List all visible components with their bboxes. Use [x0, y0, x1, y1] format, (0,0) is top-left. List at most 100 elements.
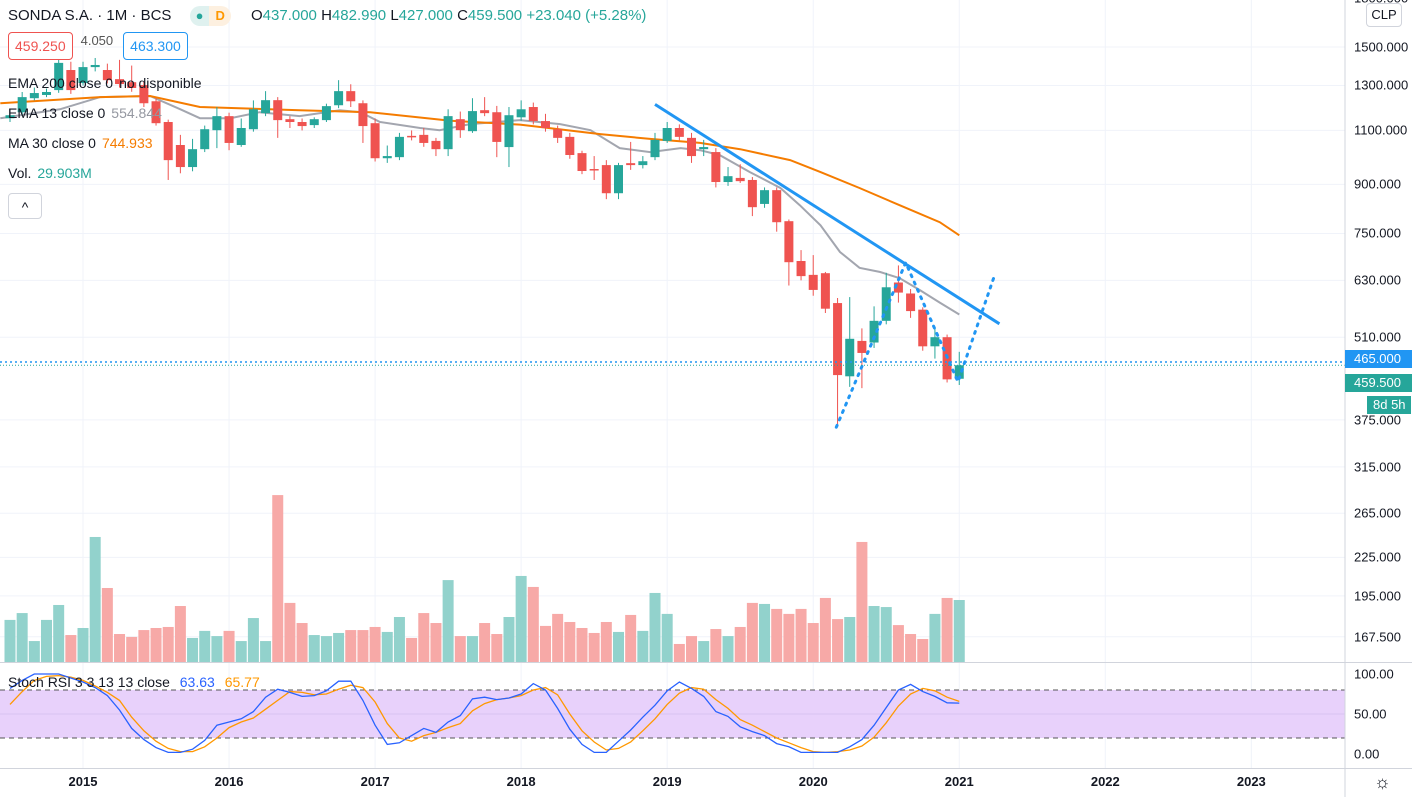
dotted-pattern-line: [834, 258, 997, 429]
volume-bar: [856, 541, 868, 662]
volume-bar: [515, 575, 527, 662]
candle-down: [102, 70, 112, 81]
volume-bar: [393, 617, 405, 662]
candle-down: [407, 135, 417, 138]
volume-bar: [661, 613, 673, 662]
indicator-label: EMA 200 close 0: [8, 75, 114, 91]
candle-up: [29, 93, 39, 99]
candle-down: [297, 122, 307, 127]
stoch-rsi-legend[interactable]: Stoch RSI 3 3 13 13 close 63.63 65.77: [8, 674, 260, 690]
volume-bar: [381, 631, 393, 662]
candle-up: [954, 365, 964, 379]
volume-bar: [357, 630, 369, 662]
volume-bar: [174, 606, 186, 662]
candle-down: [735, 177, 745, 182]
volume-bar: [868, 606, 880, 662]
price-axis-label: 195.000: [1354, 588, 1401, 604]
market-open-dot-icon: ●: [189, 6, 210, 26]
time-axis-label: 2022: [1090, 774, 1120, 789]
candle-up: [760, 190, 770, 204]
volume-bar: [625, 614, 637, 662]
volume-bar: [637, 630, 649, 662]
candle-down: [139, 85, 149, 104]
delayed-data-badge: D: [209, 6, 231, 26]
interval[interactable]: 1M: [106, 6, 128, 24]
candle-up: [614, 165, 623, 194]
candle-down: [565, 136, 575, 155]
candle-up: [334, 91, 344, 106]
volume-bar: [247, 618, 259, 662]
drawings[interactable]: [0, 103, 1345, 429]
price-axis-label: 225.000: [1354, 549, 1401, 565]
buy-button[interactable]: 463.300: [123, 32, 188, 60]
candle-up: [200, 129, 210, 150]
time-axis-label: 2018: [506, 774, 536, 789]
quote-boxes: 459.250 4.050 463.300: [8, 32, 188, 60]
indicator-label: Vol.: [8, 165, 32, 181]
volume-bar: [844, 617, 856, 662]
candle-up: [869, 320, 879, 343]
candle-down: [346, 91, 356, 102]
volume-bar: [126, 636, 138, 662]
candle-up: [504, 115, 514, 148]
volume-bar: [223, 630, 235, 662]
market-status-badge[interactable]: ● D: [189, 6, 231, 26]
volume-bar: [272, 495, 284, 662]
volume-bar: [929, 613, 941, 662]
volume-bar: [673, 643, 685, 662]
volume-bar: [418, 613, 430, 662]
candle-up: [54, 62, 64, 91]
volume-bar: [807, 623, 819, 662]
volume-bar: [552, 613, 564, 662]
volume-bar: [77, 627, 89, 662]
volume-bar: [819, 597, 831, 662]
price-axis-label: 167.500: [1354, 629, 1401, 645]
volume-bar: [308, 635, 320, 662]
indicator-ema13[interactable]: EMA 13 close 0 554.844: [8, 105, 162, 121]
candle-up: [467, 111, 477, 132]
volume-bar: [199, 630, 211, 662]
volume-bar: [16, 613, 28, 662]
currency-button[interactable]: CLP: [1366, 3, 1402, 27]
high-label: H: [321, 6, 332, 24]
indicator-value: 554.844: [111, 105, 162, 121]
volume-bar: [491, 634, 503, 662]
volume-bar: [89, 536, 101, 662]
stoch-rsi-pane: [0, 673, 1345, 754]
candle-up: [78, 67, 88, 84]
indicator-ma30[interactable]: MA 30 close 0 744.933: [8, 135, 153, 151]
candle-up: [662, 127, 672, 141]
candle-up: [394, 136, 404, 158]
open-value: 437.000: [262, 6, 317, 24]
candle-down: [431, 140, 441, 150]
price-axis-label: 1500.000: [1354, 39, 1409, 55]
collapse-legend-button[interactable]: ^: [8, 193, 42, 219]
candle-down: [772, 190, 782, 223]
volume-bar: [783, 613, 795, 662]
volume-bar: [832, 619, 844, 662]
symbol-name[interactable]: SONDA S.A.: [8, 6, 94, 24]
candle-up: [5, 115, 15, 119]
indicator-volume[interactable]: Vol. 29.903M: [8, 165, 92, 181]
gear-icon[interactable]: ☼: [1374, 772, 1391, 792]
candle-up: [42, 91, 52, 95]
candle-down: [455, 119, 465, 131]
price-axis-label: 1100.000: [1354, 122, 1408, 138]
price-axis-label: 1300.000: [1354, 77, 1409, 93]
indicator-ema200[interactable]: EMA 200 close 0 no disponible: [8, 75, 202, 91]
time-axis-label: 2021: [944, 774, 974, 789]
exchange: BCS: [140, 6, 172, 24]
volume-bar: [795, 608, 807, 662]
volume-bar: [260, 641, 272, 662]
volume-bar: [53, 604, 65, 662]
candle-up: [650, 139, 660, 158]
candle-up: [881, 287, 891, 321]
candle-up: [90, 64, 100, 68]
time-axis-label: 2023: [1236, 774, 1266, 789]
price-axis-label: 900.000: [1354, 176, 1401, 192]
rsi-axis-label: 100.00: [1354, 666, 1394, 682]
candle-down: [553, 129, 563, 138]
sell-button[interactable]: 459.250: [8, 32, 73, 60]
candle-up: [261, 100, 271, 114]
